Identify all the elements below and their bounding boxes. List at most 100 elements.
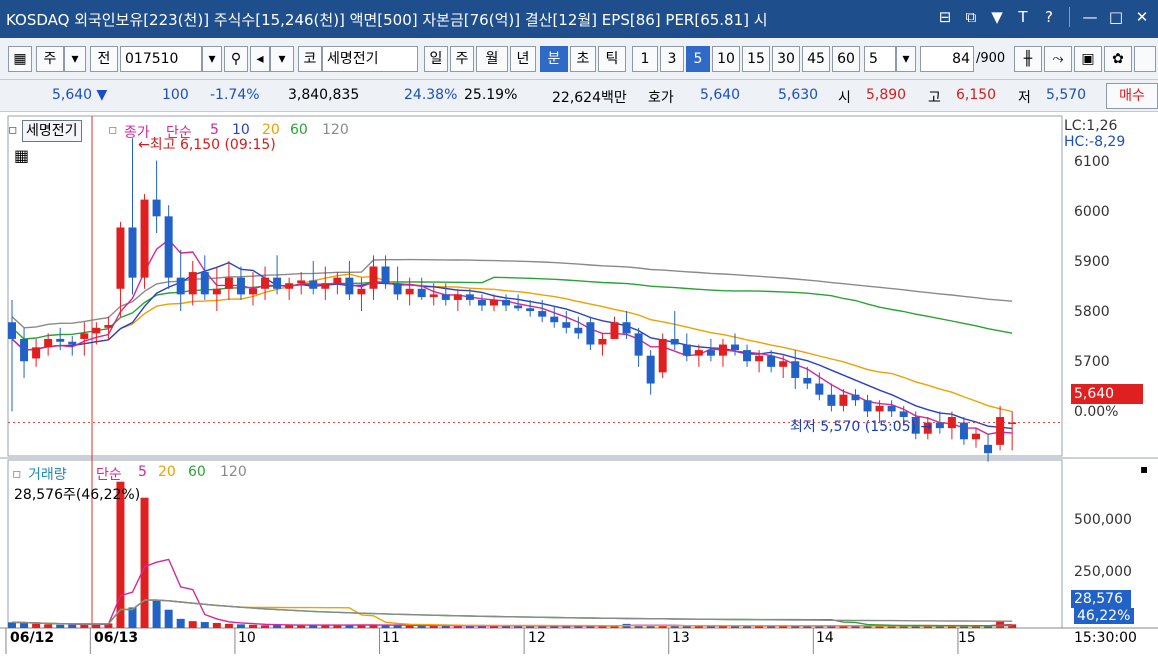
candle-body [538, 311, 547, 317]
candle-body [622, 322, 631, 334]
legend-ma120: 120 [322, 122, 349, 138]
volume-bar [538, 625, 547, 628]
volume-bar [453, 625, 462, 628]
candle-body [502, 299, 511, 306]
stock-code-input[interactable]: 017510 [120, 46, 202, 72]
volume-bar [128, 607, 137, 628]
maximize-button[interactable]: □ [1108, 8, 1124, 26]
period-year[interactable]: 년 [510, 46, 536, 72]
volume-bar [321, 625, 330, 628]
buy-button[interactable]: 매수 [1106, 83, 1158, 109]
period-tick[interactable]: 틱 [598, 46, 626, 72]
candle-body [815, 383, 824, 395]
candle-body [791, 361, 800, 378]
period-type-dropdown-icon[interactable]: ▾ [64, 46, 86, 72]
volume-bar [345, 625, 354, 628]
close-button[interactable]: ✕ [1135, 8, 1149, 26]
interval-15[interactable]: 15 [742, 46, 770, 72]
candle-body [56, 338, 65, 342]
period-second[interactable]: 초 [570, 46, 596, 72]
interval-3[interactable]: 3 [660, 46, 684, 72]
save-icon[interactable]: ▣ [1074, 46, 1102, 72]
candle-body [477, 299, 486, 306]
settings-gear-icon[interactable]: ✿ [1104, 46, 1132, 72]
candle-body [959, 422, 968, 440]
candle-type-icon[interactable]: ╫ [1014, 46, 1042, 72]
checkbox-icon[interactable] [1134, 46, 1156, 72]
candle-body [236, 277, 245, 295]
candle-body [731, 344, 739, 351]
title-bar: KOSDAQ 외국인보유[223(천)] 주식수[15,246(천)] 액면[5… [0, 0, 1158, 38]
candle-body [694, 350, 703, 356]
candle-body [755, 355, 764, 362]
interval-select[interactable]: 5 [864, 46, 896, 72]
table-icon[interactable]: ▦ [14, 146, 30, 165]
speaker-dropdown-icon[interactable]: ▾ [270, 46, 294, 72]
period-day[interactable]: 일 [424, 46, 448, 72]
volume-bar [285, 625, 294, 628]
minimize-button[interactable]: — [1082, 8, 1098, 26]
layout-icon[interactable]: ⊟ [938, 8, 952, 26]
interval-dropdown-icon[interactable]: ▾ [896, 46, 916, 72]
volume-bar [164, 609, 173, 628]
all-button[interactable]: 전 [90, 46, 118, 72]
period-minute[interactable]: 분 [540, 46, 568, 72]
legend-ma60: 60 [290, 122, 308, 138]
candle-body [935, 422, 944, 429]
candle-body [1008, 422, 1017, 425]
grid-icon[interactable]: ▦ [8, 46, 32, 72]
high-label: 고 [928, 90, 941, 106]
candle-body [261, 277, 270, 289]
legend-close-label: 종가 [124, 125, 150, 141]
price-volume-chart[interactable] [0, 112, 1158, 656]
interval-60[interactable]: 60 [832, 46, 860, 72]
candle-body [80, 333, 89, 339]
volume-bar [923, 625, 932, 628]
legend-marker-icon: ▫ [8, 122, 18, 138]
font-icon[interactable]: T [1018, 8, 1028, 26]
volume-ma20-line [11, 599, 1013, 627]
compare-chart-icon[interactable]: ⤳ [1044, 46, 1072, 72]
help-icon[interactable]: ? [1045, 8, 1053, 26]
x-label-0612: 06/12 [10, 630, 55, 646]
legend-marker-icon: ▫ [108, 122, 118, 138]
period-week[interactable]: 주 [450, 46, 474, 72]
search-icon[interactable]: ⚲ [224, 46, 248, 72]
candle-body [827, 394, 836, 406]
interval-30[interactable]: 30 [772, 46, 800, 72]
period-type-select[interactable]: 주 [36, 46, 64, 72]
close-panel-icon[interactable]: ▪ [1140, 462, 1149, 476]
candle-body [32, 347, 41, 359]
chart-area[interactable]: ▫ 세명전기 ▫ 종가 단순 5 10 20 60 120 ▦ ←최고 6,15… [0, 112, 1158, 656]
y-tick-5900: 5900 [1074, 254, 1110, 270]
volume-bar [104, 623, 113, 628]
volume-legend-ma60: 60 [188, 464, 206, 480]
x-label-time: 15:30:00 [1074, 630, 1137, 646]
stock-name-field[interactable]: 세명전기 [322, 46, 418, 72]
interval-45[interactable]: 45 [802, 46, 830, 72]
candle-body [947, 416, 956, 429]
volume-bar [598, 625, 607, 628]
interval-5[interactable]: 5 [686, 46, 710, 72]
y-tick-5700: 5700 [1074, 354, 1110, 370]
volume-value-label: 28,576주(46,22%) [14, 487, 141, 503]
interval-10[interactable]: 10 [712, 46, 740, 72]
volume-bar [670, 625, 679, 628]
volume-bar [706, 625, 715, 628]
pin-icon[interactable]: ▼ [991, 8, 1003, 26]
legend-stock-name[interactable]: 세명전기 [22, 120, 82, 142]
quote-bar: 5,640 ▼ 100 -1.74% 3,840,835 24.38% 25.1… [0, 80, 1158, 112]
volume-bar [68, 624, 77, 628]
candle-body [417, 288, 426, 298]
turnover-rate-1: 24.38% [404, 87, 458, 103]
legend-ma20: 20 [262, 122, 280, 138]
volume-bar [574, 625, 583, 628]
count-input[interactable]: 84 [920, 46, 974, 72]
code-dropdown-icon[interactable]: ▾ [202, 46, 222, 72]
interval-1[interactable]: 1 [632, 46, 658, 72]
period-month[interactable]: 월 [476, 46, 508, 72]
volume-bar [875, 625, 884, 628]
candle-body [140, 199, 149, 278]
duplicate-icon[interactable]: ⧉ [965, 8, 977, 26]
speaker-icon[interactable]: ◂ [250, 46, 270, 72]
